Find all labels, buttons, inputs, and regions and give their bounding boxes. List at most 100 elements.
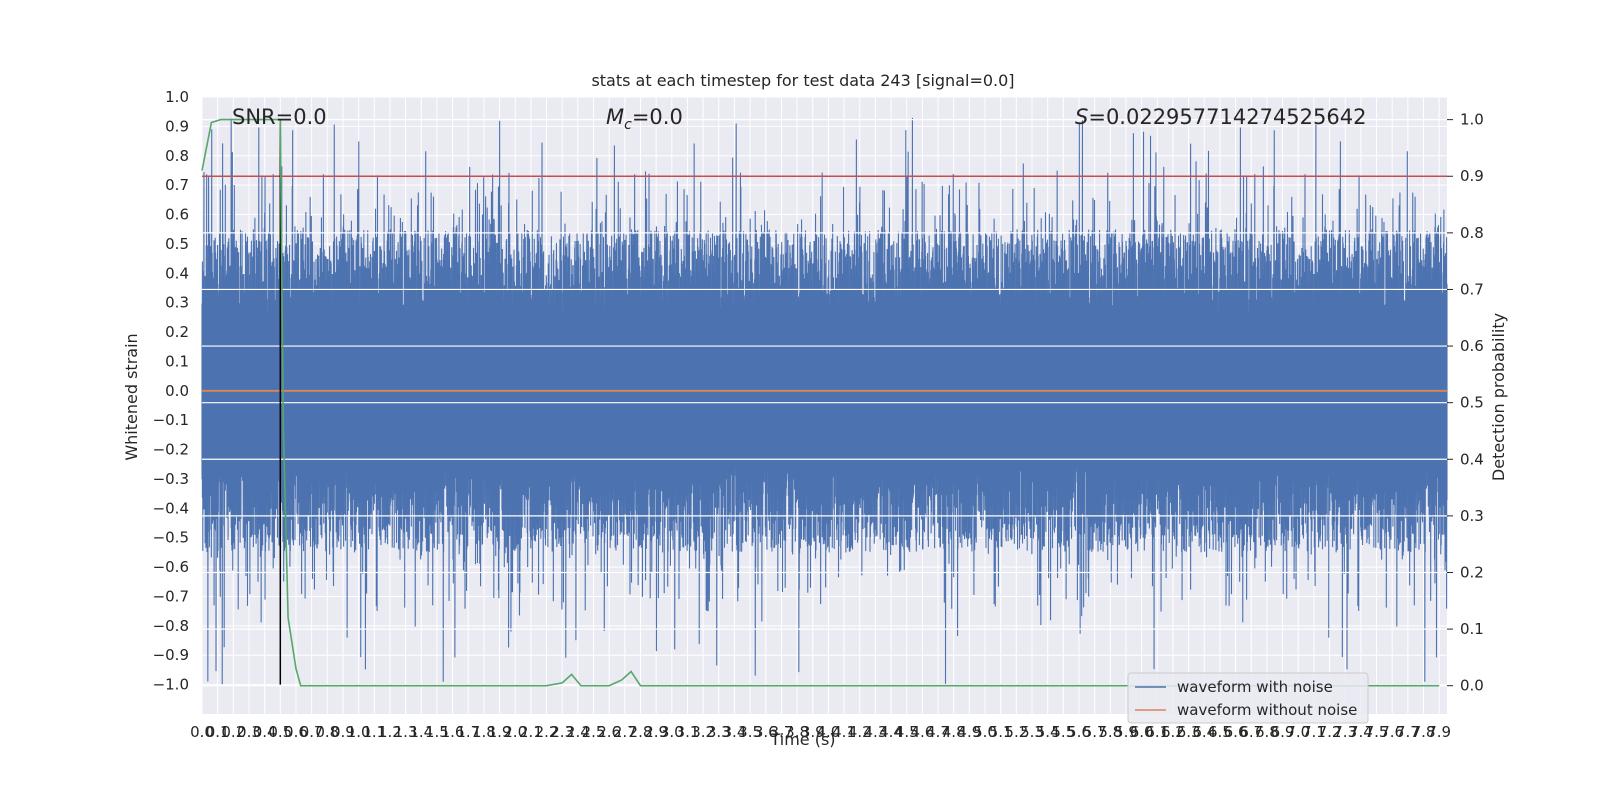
x-tick-label: 3.1 xyxy=(676,723,700,741)
y2-tick-label: 0.1 xyxy=(1460,620,1484,638)
x-tick-label: 6.8 xyxy=(1255,723,1279,741)
x-tick-label: 1.8 xyxy=(472,723,496,741)
x-tick-label: 0.1 xyxy=(206,723,230,741)
y-tick-label: −0.2 xyxy=(153,441,189,459)
y-tick-label: −0.1 xyxy=(153,411,189,429)
y-tick-label: 0.4 xyxy=(165,264,189,282)
x-tick-label: 6.5 xyxy=(1208,723,1232,741)
legend-label-noise: waveform with noise xyxy=(1177,678,1333,696)
x-tick-label: 6.7 xyxy=(1239,723,1263,741)
x-tick-label: 1.4 xyxy=(409,723,433,741)
legend-box xyxy=(1127,672,1369,724)
x-axis-label: Time (s) xyxy=(769,730,835,749)
x-tick-label: 0.9 xyxy=(331,723,355,741)
y-tick-label: −0.5 xyxy=(153,529,189,547)
x-tick-label: 3.8 xyxy=(785,723,809,741)
x-tick-label: 7.0 xyxy=(1286,723,1310,741)
x-tick-label: 4.9 xyxy=(957,723,981,741)
y2-axis-ticks: 1.0 0.9 0.8 0.7 0.6 0.5 0.4 0.3 0.2 0.1 0.0 xyxy=(1447,111,1484,695)
x-tick-label: 5.1 xyxy=(989,723,1013,741)
x-tick-label: 4.3 xyxy=(863,723,887,741)
y-tick-label: 1.0 xyxy=(165,88,189,106)
y-tick-label: −0.6 xyxy=(153,558,189,576)
x-tick-label: 2.7 xyxy=(613,723,637,741)
x-tick-label: 5.6 xyxy=(1067,723,1091,741)
y-tick-label: 0.0 xyxy=(165,382,189,400)
y2-tick-label: 0.4 xyxy=(1460,450,1484,468)
x-tick-label: 4.4 xyxy=(879,723,903,741)
y2-tick-label: 0.7 xyxy=(1460,280,1484,298)
x-tick-label: 4.8 xyxy=(942,723,966,741)
y2-tick-label: 0.9 xyxy=(1460,167,1484,185)
y2-tick-label: 0.3 xyxy=(1460,507,1484,525)
x-tick-label: 3.7 xyxy=(770,723,794,741)
x-tick-label: 4.6 xyxy=(910,723,934,741)
x-tick-label: 1.7 xyxy=(456,723,480,741)
x-tick-label: 5.2 xyxy=(1004,723,1028,741)
y-tick-label: 0.9 xyxy=(165,117,189,135)
series-waveform-with-noise xyxy=(201,117,1448,685)
x-tick-label: 5.0 xyxy=(973,723,997,741)
y-tick-label: 0.1 xyxy=(165,352,189,370)
x-tick-label: 5.8 xyxy=(1098,723,1122,741)
x-tick-label: 0.4 xyxy=(253,723,277,741)
x-axis-ticks: 0.00.10.20.30.40.50.60.70.80.91.01.11.21… xyxy=(190,723,1451,741)
x-tick-label: 2.6 xyxy=(597,723,621,741)
series-detection-probability xyxy=(201,118,1440,687)
y-axis-label: Whitened strain xyxy=(122,333,141,460)
x-tick-label: 1.3 xyxy=(394,723,418,741)
y2-tick-label: 0.0 xyxy=(1460,677,1484,695)
x-tick-label: 1.2 xyxy=(378,723,402,741)
y-tick-label: −0.4 xyxy=(153,499,189,517)
x-tick-label: 2.5 xyxy=(582,723,606,741)
x-tick-label: 5.5 xyxy=(1051,723,1075,741)
x-tick-label: 1.5 xyxy=(425,723,449,741)
y-tick-label: 0.3 xyxy=(165,294,189,312)
x-tick-label: 4.1 xyxy=(832,723,856,741)
x-tick-label: 0.5 xyxy=(268,723,292,741)
score-annotation: S=0.022957714274525642 xyxy=(1075,105,1366,129)
x-tick-label: 0.6 xyxy=(284,723,308,741)
y2-axis-label: Detection probability xyxy=(1489,313,1508,481)
x-tick-label: 2.4 xyxy=(566,723,590,741)
y-tick-label: −0.3 xyxy=(153,470,189,488)
x-tick-label: 1.9 xyxy=(488,723,512,741)
y-tick-label: 0.5 xyxy=(165,235,189,253)
y-tick-label: −0.9 xyxy=(153,646,189,664)
y-tick-label: −0.7 xyxy=(153,587,189,605)
x-tick-label: 3.9 xyxy=(801,723,825,741)
x-tick-label: 7.4 xyxy=(1349,723,1373,741)
y-tick-label: 0.2 xyxy=(165,323,189,341)
y-tick-label: 0.7 xyxy=(165,176,189,194)
x-tick-label: 0.2 xyxy=(221,723,245,741)
legend: waveform with noise waveform without noi… xyxy=(1127,672,1369,724)
x-tick-label: 7.8 xyxy=(1412,723,1436,741)
x-tick-label: 3.6 xyxy=(754,723,778,741)
x-tick-label: 4.7 xyxy=(926,723,950,741)
x-tick-label: 1.6 xyxy=(441,723,465,741)
y-tick-label: 0.8 xyxy=(165,147,189,165)
x-tick-label: 3.2 xyxy=(691,723,715,741)
x-tick-label: 1.0 xyxy=(347,723,371,741)
y2-tick-label: 0.2 xyxy=(1460,563,1484,581)
x-tick-label: 0.7 xyxy=(300,723,324,741)
x-tick-label: 7.1 xyxy=(1302,723,1326,741)
x-tick-label: 6.1 xyxy=(1145,723,1169,741)
x-tick-label: 1.1 xyxy=(362,723,386,741)
x-tick-label: 3.4 xyxy=(723,723,747,741)
x-tick-label: 7.9 xyxy=(1427,723,1451,741)
y2-tick-label: 0.6 xyxy=(1460,337,1484,355)
x-tick-label: 5.9 xyxy=(1114,723,1138,741)
x-tick-label: 7.2 xyxy=(1318,723,1342,741)
chart-title: stats at each timestep for test data 243… xyxy=(591,71,1014,90)
x-tick-label: 6.0 xyxy=(1130,723,1154,741)
x-tick-label: 6.4 xyxy=(1192,723,1216,741)
chirp-mass-annotation: Mc=0.0 xyxy=(606,105,683,133)
y-axis-ticks: 1.0 0.9 0.8 0.7 0.6 0.5 0.4 0.3 0.2 0.1 0.0 −0.1 −0.… xyxy=(153,88,189,694)
x-tick-label: 5.3 xyxy=(1020,723,1044,741)
x-tick-label: 2.8 xyxy=(629,723,653,741)
x-tick-label: 2.9 xyxy=(644,723,668,741)
x-tick-label: 2.0 xyxy=(503,723,527,741)
snr-annotation: SNR=0.0 xyxy=(232,105,327,129)
